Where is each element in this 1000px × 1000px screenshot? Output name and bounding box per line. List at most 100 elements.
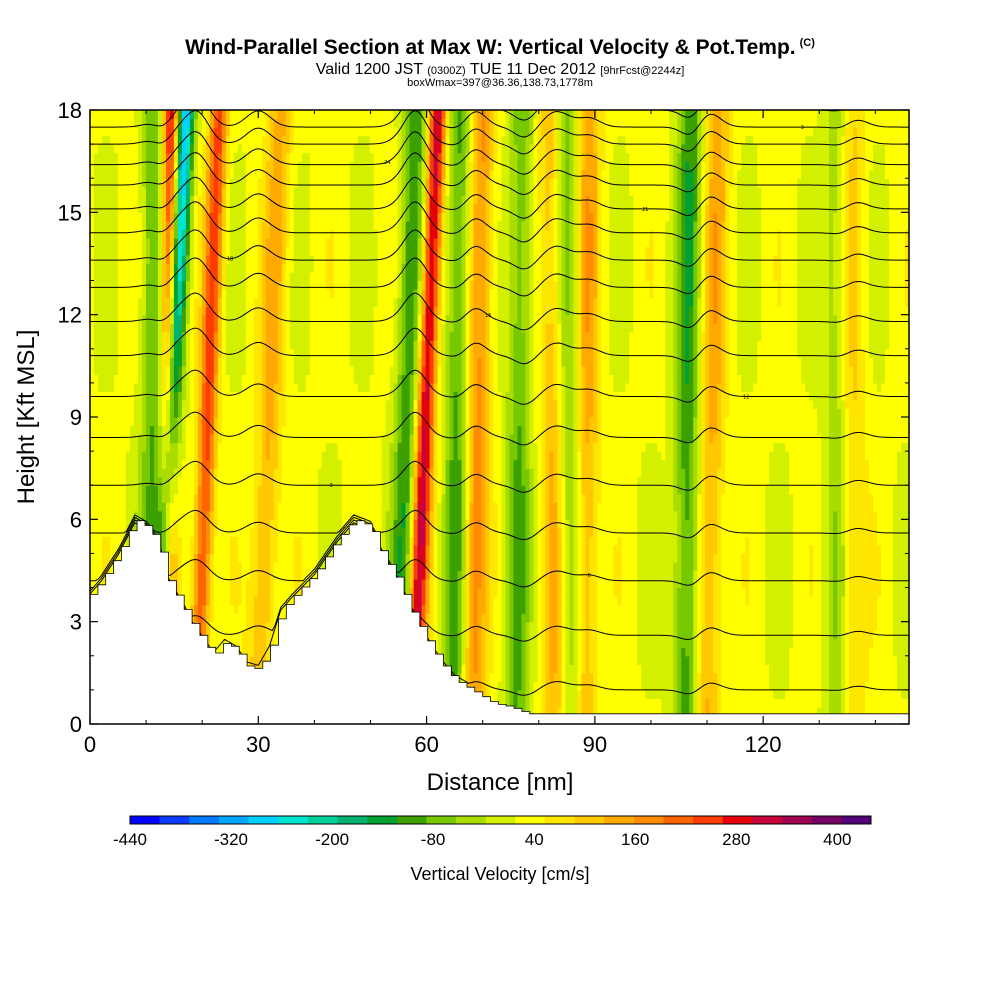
field-cell bbox=[109, 306, 115, 316]
field-cell bbox=[357, 152, 363, 162]
field-cell bbox=[197, 246, 203, 256]
field-cell bbox=[90, 544, 95, 555]
field-cell bbox=[281, 195, 287, 205]
field-cell bbox=[129, 502, 135, 512]
field-cell bbox=[281, 254, 287, 265]
field-cell bbox=[101, 314, 107, 324]
field-cell bbox=[185, 596, 191, 606]
field-cell bbox=[185, 417, 191, 427]
field-cell bbox=[153, 263, 159, 273]
field-cell bbox=[117, 297, 123, 307]
field-cell bbox=[277, 510, 283, 520]
field-cell bbox=[329, 399, 335, 410]
field-cell bbox=[125, 144, 131, 154]
field-cell bbox=[185, 425, 191, 435]
field-cell bbox=[249, 638, 255, 648]
field-cell bbox=[197, 604, 203, 614]
field-cell bbox=[149, 417, 155, 427]
field-cell bbox=[301, 263, 307, 273]
field-cell bbox=[245, 237, 251, 248]
field-cell bbox=[169, 178, 175, 188]
field-cell bbox=[129, 365, 135, 375]
field-cell bbox=[273, 417, 279, 427]
field-cell bbox=[161, 254, 167, 265]
field-cell bbox=[245, 220, 251, 230]
field-cell bbox=[285, 536, 291, 546]
field-cell bbox=[349, 323, 355, 333]
field-cell bbox=[245, 118, 251, 128]
field-cell bbox=[201, 408, 207, 418]
field-cell bbox=[181, 161, 187, 171]
field-cell bbox=[177, 553, 183, 563]
field-cell bbox=[217, 263, 223, 273]
field-cell bbox=[149, 161, 155, 171]
field-cell bbox=[94, 365, 99, 375]
field-cell bbox=[257, 579, 263, 589]
field-cell bbox=[249, 451, 255, 461]
field-cell bbox=[97, 485, 103, 495]
field-cell bbox=[161, 152, 167, 162]
field-cell bbox=[229, 195, 235, 205]
field-cell bbox=[117, 220, 123, 230]
field-cell bbox=[221, 476, 227, 486]
field-cell bbox=[117, 519, 123, 529]
field-cell bbox=[113, 229, 119, 239]
field-cell bbox=[97, 442, 103, 452]
field-cell bbox=[201, 314, 207, 324]
field-cell bbox=[225, 127, 231, 137]
field-cell bbox=[253, 374, 259, 384]
field-cell bbox=[205, 254, 211, 265]
field-cell bbox=[109, 323, 115, 333]
field-cell bbox=[201, 434, 207, 444]
field-cell bbox=[177, 561, 183, 572]
field-cell bbox=[325, 323, 331, 333]
field-cell bbox=[309, 570, 315, 580]
field-cell bbox=[113, 152, 119, 162]
field-cell bbox=[149, 152, 155, 162]
field-cell bbox=[213, 442, 219, 452]
field-cell bbox=[265, 647, 271, 657]
field-cell bbox=[357, 365, 363, 375]
field-cell bbox=[217, 229, 223, 239]
field-cell bbox=[189, 297, 195, 307]
field-cell bbox=[237, 519, 243, 529]
field-cell bbox=[165, 272, 171, 282]
field-cell bbox=[205, 289, 211, 299]
field-cell bbox=[229, 314, 235, 324]
field-cell bbox=[241, 425, 247, 435]
field-cell bbox=[277, 203, 283, 213]
field-cell bbox=[281, 280, 287, 290]
field-cell bbox=[353, 127, 359, 137]
field-cell bbox=[253, 493, 259, 503]
field-cell bbox=[265, 408, 271, 418]
valid-utc: (0300Z) bbox=[427, 65, 466, 77]
field-cell bbox=[245, 493, 251, 503]
field-cell bbox=[217, 212, 223, 222]
field-cell bbox=[257, 468, 263, 478]
field-cell bbox=[173, 391, 179, 401]
field-cell bbox=[205, 434, 211, 444]
field-cell bbox=[357, 408, 363, 418]
field-cell bbox=[261, 365, 267, 375]
field-cell bbox=[101, 425, 107, 435]
field-cell bbox=[245, 485, 251, 495]
field-cell bbox=[265, 544, 271, 555]
field-cell bbox=[333, 357, 339, 367]
field-cell bbox=[353, 195, 359, 205]
field-cell bbox=[189, 502, 195, 512]
field-cell bbox=[217, 195, 223, 205]
field-cell bbox=[105, 186, 111, 196]
velocity-field bbox=[90, 110, 909, 724]
field-cell bbox=[321, 357, 327, 367]
field-cell bbox=[205, 382, 211, 393]
field-cell bbox=[237, 152, 243, 162]
field-cell bbox=[293, 263, 299, 273]
field-cell bbox=[217, 280, 223, 290]
field-cell bbox=[221, 263, 227, 273]
field-cell bbox=[229, 630, 235, 640]
field-cell bbox=[353, 399, 359, 410]
field-cell bbox=[349, 365, 355, 375]
field-cell bbox=[341, 519, 347, 529]
field-cell bbox=[181, 127, 187, 137]
field-cell bbox=[285, 425, 291, 435]
